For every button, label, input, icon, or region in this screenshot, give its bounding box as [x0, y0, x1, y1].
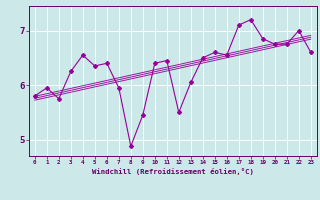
X-axis label: Windchill (Refroidissement éolien,°C): Windchill (Refroidissement éolien,°C) — [92, 168, 254, 175]
